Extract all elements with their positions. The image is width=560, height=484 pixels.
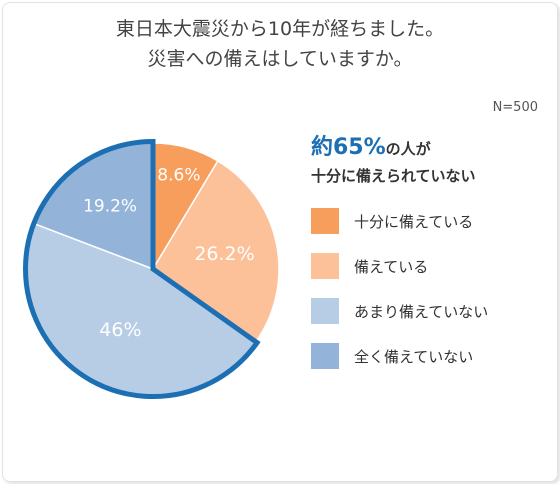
- highlight-outline: [23, 138, 261, 399]
- legend-label: 全く備えていない: [354, 347, 474, 366]
- legend-item: 全く備えていない: [311, 343, 488, 369]
- legend: 十分に備えている 備えている あまり備えていない 全く備えていない: [311, 208, 488, 388]
- chart-title: 東日本大震災から10年が経ちました。 災害への備えはしていますか。: [0, 14, 560, 74]
- title-line-2: 災害への備えはしていますか。: [147, 48, 413, 70]
- sample-size: N=500: [492, 100, 538, 115]
- legend-swatch: [311, 208, 339, 234]
- legend-item: 備えている: [311, 253, 488, 279]
- legend-label: 十分に備えている: [354, 212, 474, 231]
- legend-label: 備えている: [354, 257, 429, 276]
- legend-item: あまり備えていない: [311, 298, 488, 324]
- slice-label: 26.2%: [194, 243, 254, 265]
- slice-label: 8.6%: [157, 166, 200, 186]
- slice-label: 46%: [99, 319, 141, 341]
- headline-rest: の人が: [385, 140, 431, 158]
- slice-label: 19.2%: [83, 197, 137, 217]
- legend-swatch: [311, 343, 339, 369]
- legend-item: 十分に備えている: [311, 208, 488, 234]
- legend-label: あまり備えていない: [354, 302, 489, 321]
- pie-slice: [151, 159, 280, 343]
- legend-swatch: [311, 298, 339, 324]
- headline-line-2: 十分に備えられていない: [311, 167, 476, 185]
- legend-swatch: [311, 253, 339, 279]
- headline-highlight: 約65%: [311, 135, 386, 160]
- title-line-1: 東日本大震災から10年が経ちました。: [115, 18, 445, 40]
- headline: 約65%の人が 十分に備えられていない: [311, 134, 476, 186]
